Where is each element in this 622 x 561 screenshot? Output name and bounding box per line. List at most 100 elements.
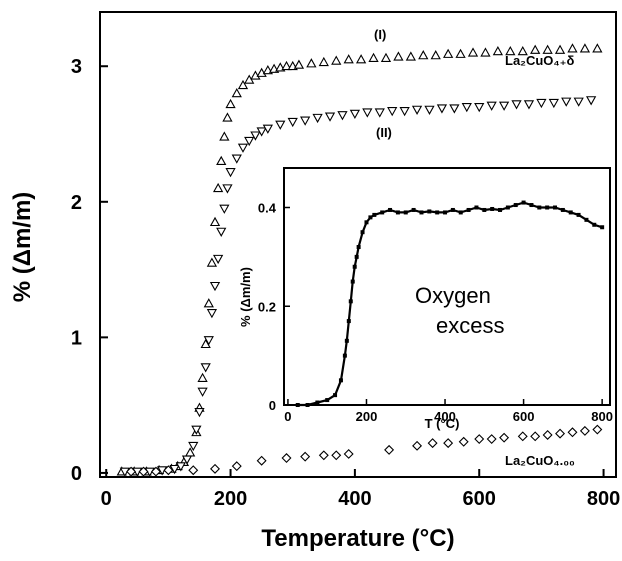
series-1-point <box>467 47 479 57</box>
series-2-point <box>511 100 522 110</box>
inset-chart-marks <box>295 200 605 407</box>
series-1-point <box>530 44 541 54</box>
series-3-point <box>188 465 199 476</box>
series-2-point <box>399 107 410 117</box>
series-3-point <box>281 453 292 463</box>
series-2-point <box>374 108 385 118</box>
series-3-point <box>443 438 454 449</box>
series-2-point <box>256 127 267 137</box>
main-chart-marks <box>116 43 603 477</box>
inset-series-point <box>419 210 424 215</box>
series-1-point <box>219 131 230 141</box>
series-2-point <box>209 281 221 292</box>
series-2-point <box>219 204 230 214</box>
series-2-point <box>436 104 448 114</box>
series-1-point <box>209 216 221 227</box>
series-1-point <box>306 58 317 68</box>
series-2-point <box>548 98 559 109</box>
inset-series-point <box>576 212 581 217</box>
series-1-point <box>281 60 292 71</box>
series-2-point <box>181 455 193 465</box>
series-3-point <box>579 425 590 436</box>
inset-x-tick-label: 800 <box>591 409 613 424</box>
inset-series-point <box>466 207 471 212</box>
inset-x-tick-label: 400 <box>434 409 456 424</box>
inset-series-point <box>474 205 479 210</box>
inset-series-point <box>529 203 534 208</box>
inset-series-point <box>498 207 503 212</box>
series-3-point <box>163 465 174 476</box>
inset-series-point <box>338 378 343 383</box>
series-3-point <box>331 450 342 461</box>
series-2-point <box>212 254 224 265</box>
series-2-point <box>250 131 261 141</box>
series-1-point <box>405 51 416 61</box>
series-2-point <box>231 154 242 164</box>
series-3-point <box>592 424 603 435</box>
series-1-point <box>443 48 454 58</box>
series-3-point <box>318 450 329 461</box>
series-2-point <box>300 116 311 126</box>
inset-series-point <box>403 210 408 215</box>
inset-y-axis-title: % (Δm/m) <box>238 267 253 327</box>
main-plot-frame <box>99 11 617 478</box>
main-x-tick-label: 200 <box>214 488 247 510</box>
series-2-point <box>573 97 584 107</box>
series-1-point <box>430 50 441 60</box>
main-y-axis-title: % (Δm/m) <box>9 192 36 303</box>
series-1-point <box>418 50 429 60</box>
series-3-point <box>474 434 485 445</box>
series-3-point <box>530 431 541 442</box>
series-1-point <box>206 257 218 267</box>
series-1-point <box>293 59 305 69</box>
series-2-point <box>312 113 323 124</box>
series-2-point <box>175 462 186 472</box>
series-1-point <box>203 298 214 308</box>
inset-series-point <box>427 209 432 214</box>
series-2-point <box>262 124 273 134</box>
inset-series-point <box>450 207 455 212</box>
main-y-tick-label: 2 <box>71 192 82 214</box>
legend-la2cuo4-00: La₂CuO₄.₀₀ <box>505 453 575 468</box>
series-1-point <box>200 338 211 349</box>
inset-series-point <box>443 210 448 215</box>
inset-y-tick-label: 0.2 <box>258 299 276 314</box>
inset-series-point <box>368 215 373 220</box>
series-3-point <box>300 451 311 462</box>
series-1-point <box>505 45 516 56</box>
series-2-point <box>222 184 233 194</box>
series-3-point <box>542 429 553 440</box>
inset-series-point <box>482 207 487 212</box>
series-2-point <box>349 109 361 120</box>
series-1-point <box>380 52 392 63</box>
series-label-i: (I) <box>374 27 386 42</box>
series-2-point <box>287 117 298 128</box>
series-1-point <box>343 54 354 64</box>
series-3-point <box>210 463 220 474</box>
series-1-point <box>517 45 528 56</box>
series-2-point <box>337 111 348 121</box>
series-3-point <box>126 466 137 477</box>
inset-y-tick-label: 0 <box>269 398 276 413</box>
series-2-point <box>585 96 597 106</box>
series-1-point <box>225 98 236 109</box>
series-2-point <box>424 105 435 115</box>
series-1-point <box>222 112 233 122</box>
inset-series-point <box>352 264 357 269</box>
inset-series-point <box>521 200 526 205</box>
series-1-point <box>331 55 342 65</box>
series-2-point <box>200 363 211 373</box>
inset-series-point <box>350 279 355 284</box>
inset-series-point <box>411 207 416 212</box>
series-1-point <box>368 52 379 63</box>
inset-series-point <box>584 217 589 222</box>
legend-la2cuo4-delta: La₂CuO₄₊δ <box>505 53 574 68</box>
inset-series-point <box>560 207 565 212</box>
inset-series-point <box>342 353 347 358</box>
series-2-point <box>536 98 547 109</box>
series-2-point <box>237 143 249 153</box>
series-2-point <box>194 408 205 418</box>
series-2-point <box>188 441 199 452</box>
series-3-point <box>138 466 149 477</box>
